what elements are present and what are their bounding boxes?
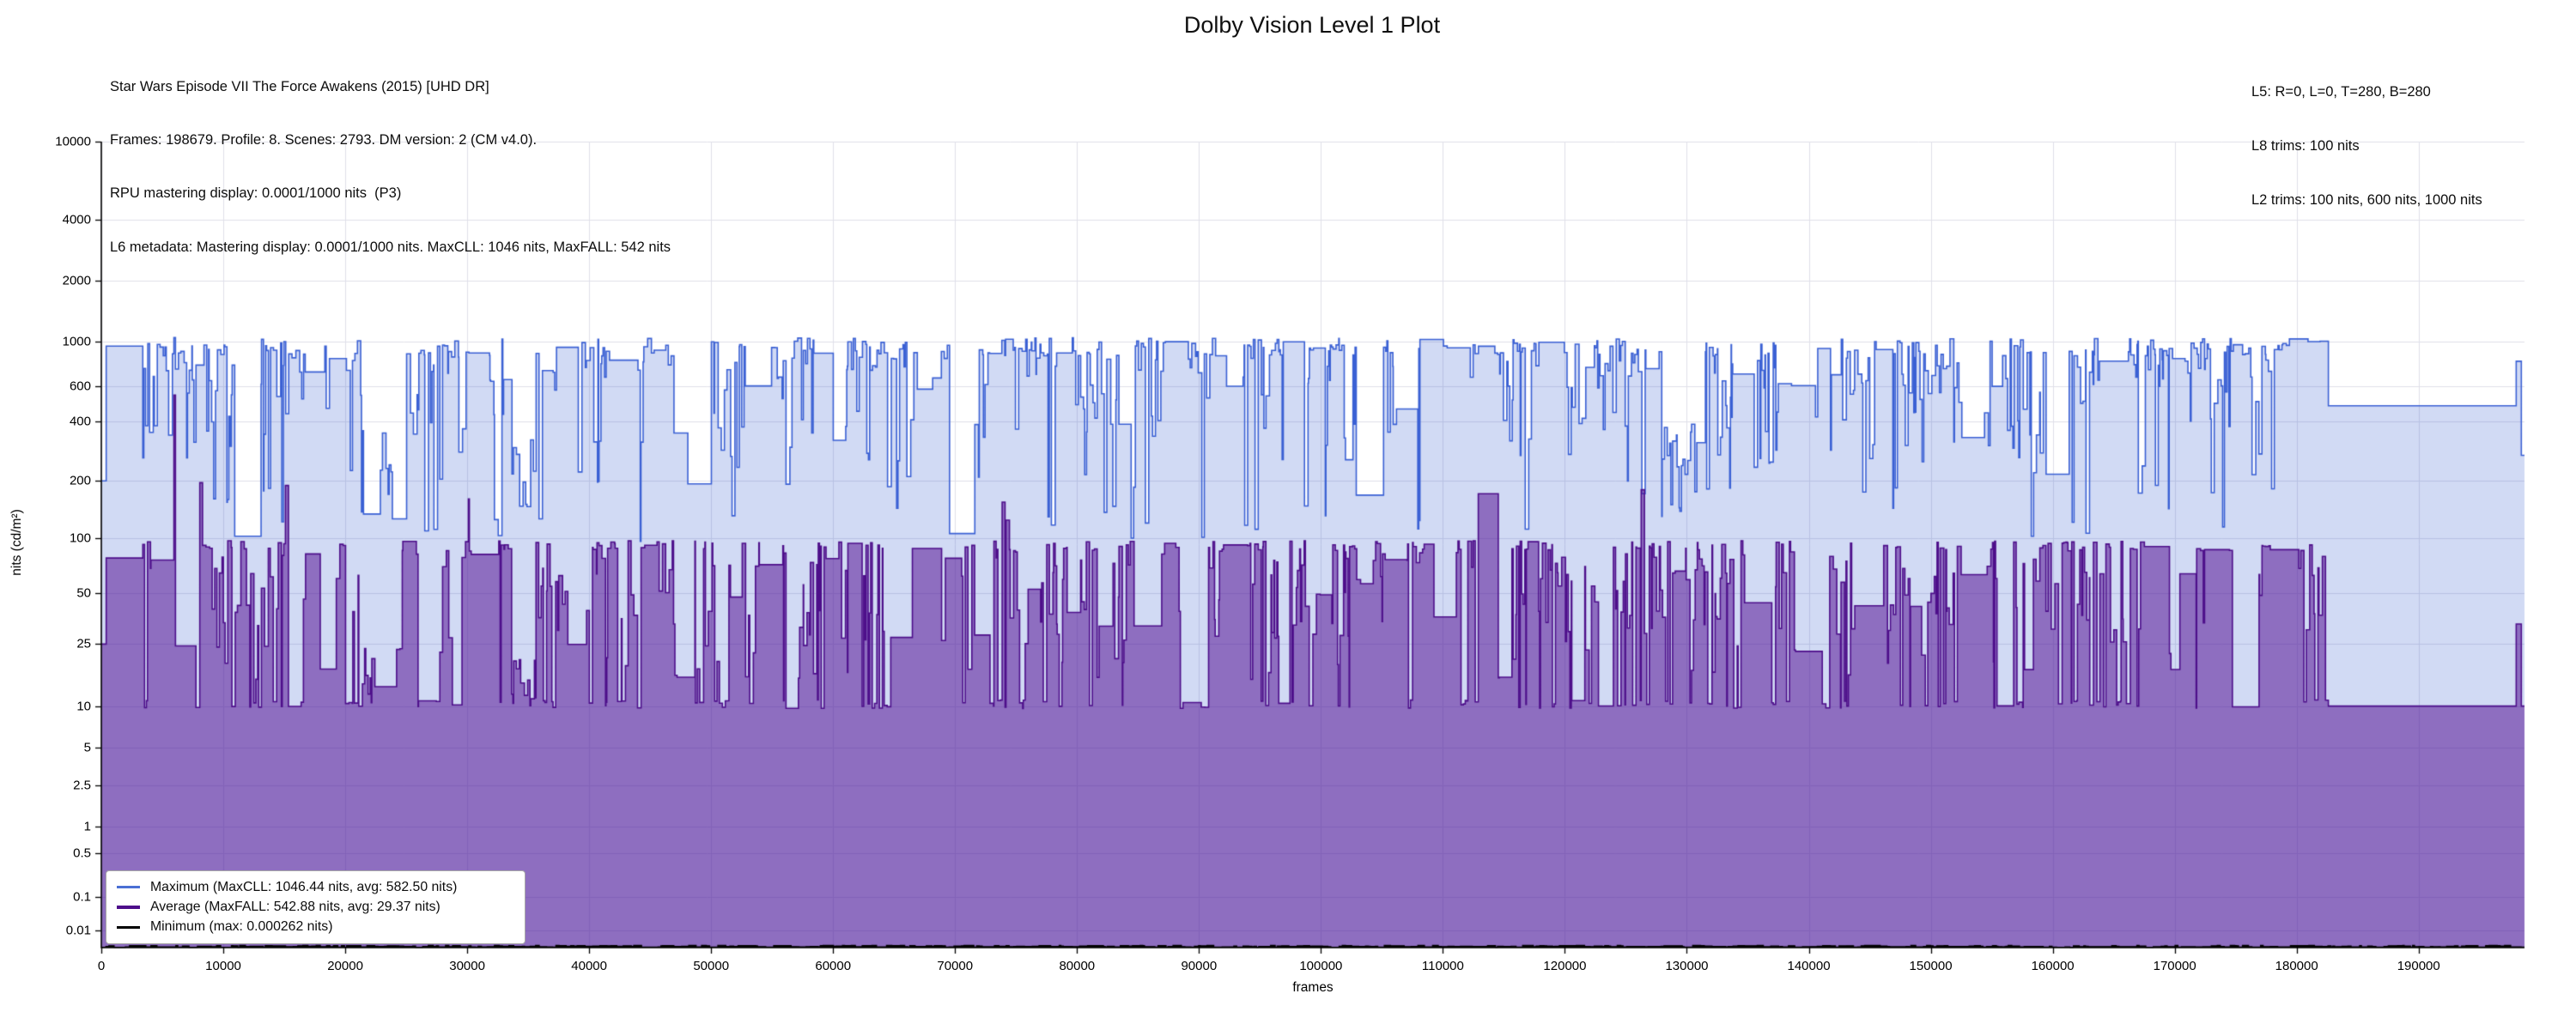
- legend-label-average: Average (MaxFALL: 542.88 nits, avg: 29.3…: [150, 899, 440, 914]
- x-tick-label: 30000: [449, 959, 485, 973]
- x-tick-label: 100000: [1299, 959, 1343, 973]
- y-tick-label: 1000: [62, 334, 91, 349]
- y-tick-label: 600: [69, 379, 91, 394]
- l5-trims-line: L5: R=0, L=0, T=280, B=280: [2251, 84, 2431, 100]
- header-info-right: L5: R=0, L=0, T=280, B=280 L8 trims: 100…: [2251, 47, 2482, 245]
- y-axis-label: nits (cd/m²): [9, 509, 24, 576]
- legend-swatch-minimum-line-icon: [117, 925, 140, 929]
- y-tick-label: 10: [76, 699, 91, 714]
- y-tick-label: 10000: [55, 134, 91, 149]
- y-tick-label: 0.1: [73, 889, 91, 905]
- x-tick-label: 150000: [1909, 959, 1953, 973]
- x-tick-label: 110000: [1421, 959, 1464, 973]
- y-tick-label: 4000: [62, 212, 91, 227]
- y-tick-label: 50: [76, 585, 91, 601]
- x-tick-label: 40000: [571, 959, 607, 973]
- x-tick-label: 20000: [327, 959, 363, 973]
- legend-label-maximum: Maximum (MaxCLL: 1046.44 nits, avg: 582.…: [150, 879, 458, 894]
- frames-profile-line: Frames: 198679. Profile: 8. Scenes: 2793…: [110, 131, 538, 148]
- x-tick-label: 80000: [1059, 959, 1096, 973]
- legend-label-minimum: Minimum (max: 0.000262 nits): [150, 919, 333, 935]
- y-tick-label: 1: [83, 819, 91, 834]
- x-tick-label: 180000: [2275, 959, 2318, 973]
- legend-item: Maximum (MaxCLL: 1046.44 nits, avg: 582.…: [117, 877, 516, 897]
- x-tick-label: 190000: [2397, 959, 2440, 973]
- x-tick-label: 170000: [2153, 959, 2196, 973]
- legend: Maximum (MaxCLL: 1046.44 nits, avg: 582.…: [106, 870, 526, 944]
- page-title: Dolby Vision Level 1 Plot: [1183, 12, 1441, 38]
- x-tick-label: 120000: [1543, 959, 1587, 973]
- x-tick-label: 140000: [1787, 959, 1831, 973]
- x-tick-label: 130000: [1665, 959, 1709, 973]
- legend-item: Average (MaxFALL: 542.88 nits, avg: 29.3…: [117, 897, 516, 917]
- header-info-left: Star Wars Episode VII The Force Awakens …: [110, 42, 671, 292]
- x-tick-label: 160000: [2031, 959, 2075, 973]
- y-tick-label: 0.5: [73, 845, 91, 861]
- y-tick-label: 5: [83, 740, 91, 755]
- y-tick-label: 25: [76, 636, 91, 651]
- l8-trims-line: L8 trims: 100 nits: [2251, 138, 2360, 154]
- legend-swatch-average-line-icon: [117, 906, 140, 909]
- y-tick-label: 0.01: [65, 923, 91, 938]
- legend-item: Minimum (max: 0.000262 nits): [117, 918, 516, 937]
- y-tick-label: 100: [69, 530, 91, 546]
- x-axis-label: frames: [1292, 980, 1334, 995]
- x-tick-label: 0: [97, 959, 106, 973]
- x-tick-label: 90000: [1181, 959, 1218, 973]
- x-tick-label: 50000: [693, 959, 730, 973]
- x-tick-label: 60000: [815, 959, 852, 973]
- l2-trims-line: L2 trims: 100 nits, 600 nits, 1000 nits: [2251, 192, 2482, 208]
- l6-metadata-line: L6 metadata: Mastering display: 0.0001/1…: [110, 239, 671, 255]
- y-tick-label: 2.5: [73, 778, 91, 793]
- x-tick-label: 10000: [205, 959, 241, 973]
- rpu-mastering-line: RPU mastering display: 0.0001/1000 nits …: [110, 185, 402, 202]
- legend-swatch-maximum-line-icon: [117, 886, 140, 889]
- y-tick-label: 200: [69, 473, 91, 488]
- x-tick-label: 70000: [937, 959, 974, 973]
- y-tick-label: 2000: [62, 273, 91, 288]
- movie-title-line: Star Wars Episode VII The Force Awakens …: [110, 78, 489, 94]
- y-tick-label: 400: [69, 414, 91, 429]
